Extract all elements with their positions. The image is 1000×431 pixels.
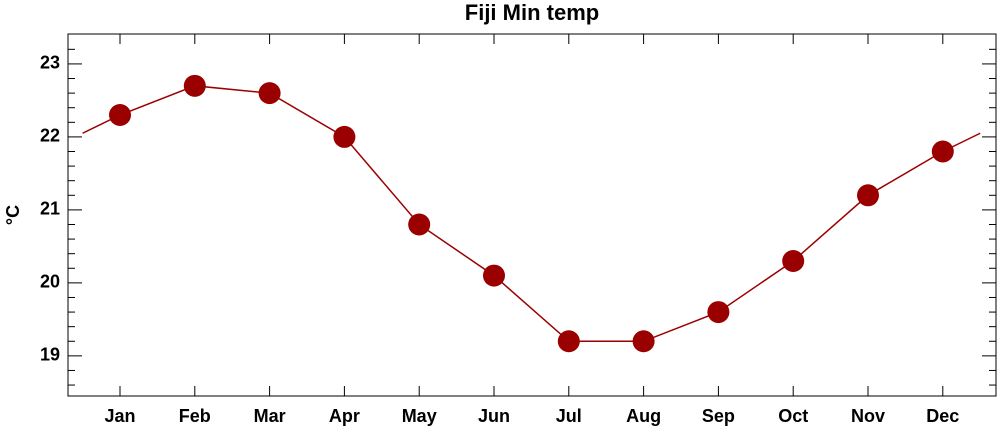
marker	[408, 213, 431, 236]
line	[119, 85, 944, 343]
y-tick-label: 21	[40, 199, 60, 219]
y-tick-label: 19	[40, 345, 60, 365]
x-tick-label: Jul	[556, 406, 582, 426]
y-axis-label: °C	[3, 205, 23, 225]
marker	[183, 74, 206, 97]
chart-title: Fiji Min temp	[465, 0, 599, 25]
y-tick-label: 23	[40, 53, 60, 73]
x-tick-label: Dec	[926, 406, 959, 426]
marker	[782, 249, 805, 272]
x-tick-label: Nov	[851, 406, 885, 426]
x-tick-label: Feb	[179, 406, 211, 426]
x-tick-label: Apr	[329, 406, 360, 426]
x-tick-label: Jan	[104, 406, 135, 426]
x-tick-label: Jun	[478, 406, 510, 426]
marker	[258, 82, 281, 105]
marker	[632, 330, 655, 353]
x-tick-label: May	[402, 406, 437, 426]
marker	[707, 301, 730, 324]
marker	[857, 184, 879, 207]
marker	[109, 104, 131, 127]
marker	[931, 140, 954, 163]
marker	[333, 125, 356, 148]
x-tick-label: Mar	[254, 406, 286, 426]
marker	[557, 330, 580, 353]
x-tick-label: Oct	[778, 406, 808, 426]
marker	[483, 264, 505, 287]
x-tick-label: Aug	[626, 406, 661, 426]
y-tick-label: 22	[40, 126, 60, 146]
plot-frame	[67, 33, 997, 397]
x-tick-label: Sep	[702, 406, 735, 426]
y-tick-label: 20	[40, 272, 60, 292]
